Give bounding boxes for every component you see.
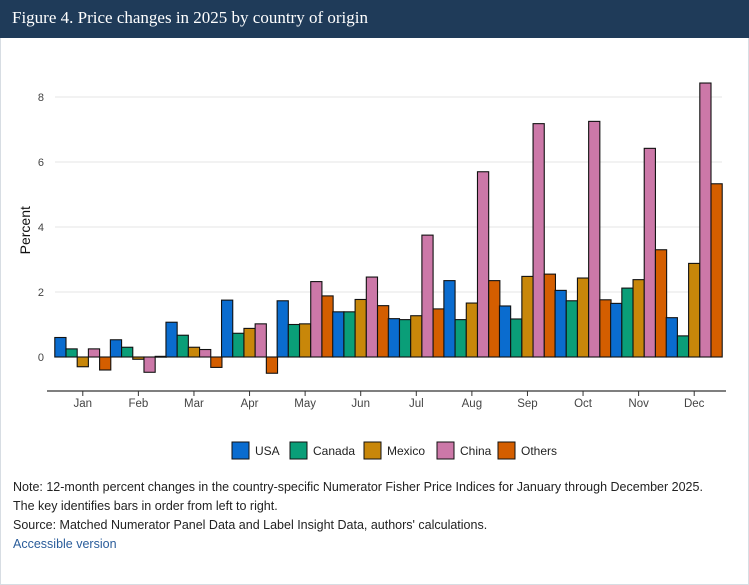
x-tick-label: Jan	[74, 398, 93, 410]
bar-china	[199, 348, 212, 358]
x-tick-label: Jul	[409, 398, 424, 410]
x-tick-label: Nov	[628, 398, 649, 410]
bar-canada	[676, 335, 690, 358]
bar-mexico	[243, 327, 256, 358]
y-tick-label: 0	[38, 352, 44, 364]
bar-mexico	[465, 302, 479, 358]
bar-others	[710, 183, 723, 358]
chart-note-key: The key identifies bars in order from le…	[13, 499, 278, 513]
y-tick-label: 2	[38, 287, 44, 299]
bar-mexico	[132, 356, 145, 360]
bar-canada	[454, 319, 467, 358]
legend-label-china: China	[460, 444, 492, 458]
bar-canada	[398, 319, 412, 358]
bar-others	[376, 305, 390, 358]
bar-canada	[176, 334, 189, 358]
bar-usa	[220, 299, 234, 358]
bar-mexico	[76, 356, 89, 368]
x-tick-label: Jun	[351, 398, 370, 410]
bar-others	[654, 249, 668, 358]
bar-canada	[565, 300, 578, 358]
bar-mexico	[298, 323, 312, 358]
bar-china	[254, 323, 267, 358]
chart-source: Source: Matched Numerator Panel Data and…	[13, 518, 488, 532]
bar-mexico	[576, 277, 590, 358]
bar-others	[99, 356, 112, 371]
bar-others	[432, 308, 445, 358]
bar-others	[599, 299, 612, 358]
bar-usa	[165, 321, 178, 358]
legend-swatch-china	[436, 441, 455, 460]
bar-usa	[387, 318, 401, 358]
x-tick-label: Oct	[574, 398, 593, 410]
bar-others	[265, 356, 279, 374]
bar-mexico	[354, 298, 367, 358]
bar-canada	[621, 287, 634, 358]
bar-usa	[665, 317, 678, 358]
bar-chart: 0 2 4 6 8 Percent Jan Feb Mar Apr May Jun Jul Aug Sep O…	[17, 82, 726, 460]
bar-canada	[121, 346, 134, 358]
bar-china	[643, 147, 656, 358]
bar-others	[154, 355, 167, 358]
bar-others	[488, 280, 501, 358]
legend-swatch-others	[497, 441, 516, 460]
x-tick-label: Aug	[462, 398, 482, 410]
x-tick-label: Apr	[241, 398, 259, 410]
bar-usa	[54, 336, 67, 358]
bar-china	[87, 348, 101, 358]
bar-usa	[443, 280, 456, 358]
bar-china	[143, 356, 156, 373]
bar-others	[210, 356, 223, 368]
legend-swatch-usa	[231, 441, 250, 460]
legend-label-mexico: Mexico	[387, 444, 425, 458]
x-tick-label: May	[294, 398, 316, 410]
legend-label-usa: USA	[255, 444, 280, 458]
bar-canada	[343, 311, 356, 358]
legend-swatch-mexico	[363, 441, 382, 460]
y-axis-title: Percent	[17, 206, 33, 254]
x-tick-label: Sep	[517, 398, 537, 410]
bar-canada	[510, 318, 523, 358]
bar-china	[310, 281, 323, 358]
bar-canada	[232, 332, 245, 358]
bar-others	[543, 273, 557, 358]
legend-swatch-canada	[289, 441, 308, 460]
bar-canada	[65, 348, 78, 358]
y-tick-label: 8	[38, 92, 44, 104]
accessible-version-link[interactable]: Accessible version	[13, 537, 117, 551]
x-tick-label: Mar	[184, 398, 204, 410]
y-tick-label: 4	[38, 222, 44, 234]
figure-title: Figure 4. Price changes in 2025 by count…	[12, 8, 368, 27]
bar-china	[699, 82, 712, 358]
bar-mexico	[521, 275, 534, 358]
bar-china	[476, 171, 490, 358]
bar-usa	[332, 311, 345, 358]
bar-usa	[109, 339, 123, 358]
bar-mexico	[688, 262, 701, 358]
bar-mexico	[187, 346, 201, 358]
bar-china	[365, 276, 379, 358]
bar-usa	[554, 289, 567, 358]
bar-usa	[498, 305, 512, 358]
x-tick-label: Feb	[128, 398, 148, 410]
bar-china	[421, 234, 434, 358]
bar-mexico	[410, 315, 423, 358]
bar-china	[532, 123, 545, 358]
bar-usa	[276, 300, 289, 358]
chart-note: Note: 12-month percent changes in the co…	[13, 480, 703, 494]
bar-canada	[287, 323, 301, 358]
bar-usa	[610, 302, 623, 358]
figure-header: Figure 4. Price changes in 2025 by count…	[0, 0, 749, 38]
bar-others	[321, 295, 334, 358]
y-tick-label: 6	[38, 157, 44, 169]
legend-label-others: Others	[521, 444, 557, 458]
legend-label-canada: Canada	[313, 444, 355, 458]
bar-china	[588, 120, 601, 358]
x-tick-label: Dec	[684, 398, 705, 410]
bar-mexico	[632, 279, 645, 358]
